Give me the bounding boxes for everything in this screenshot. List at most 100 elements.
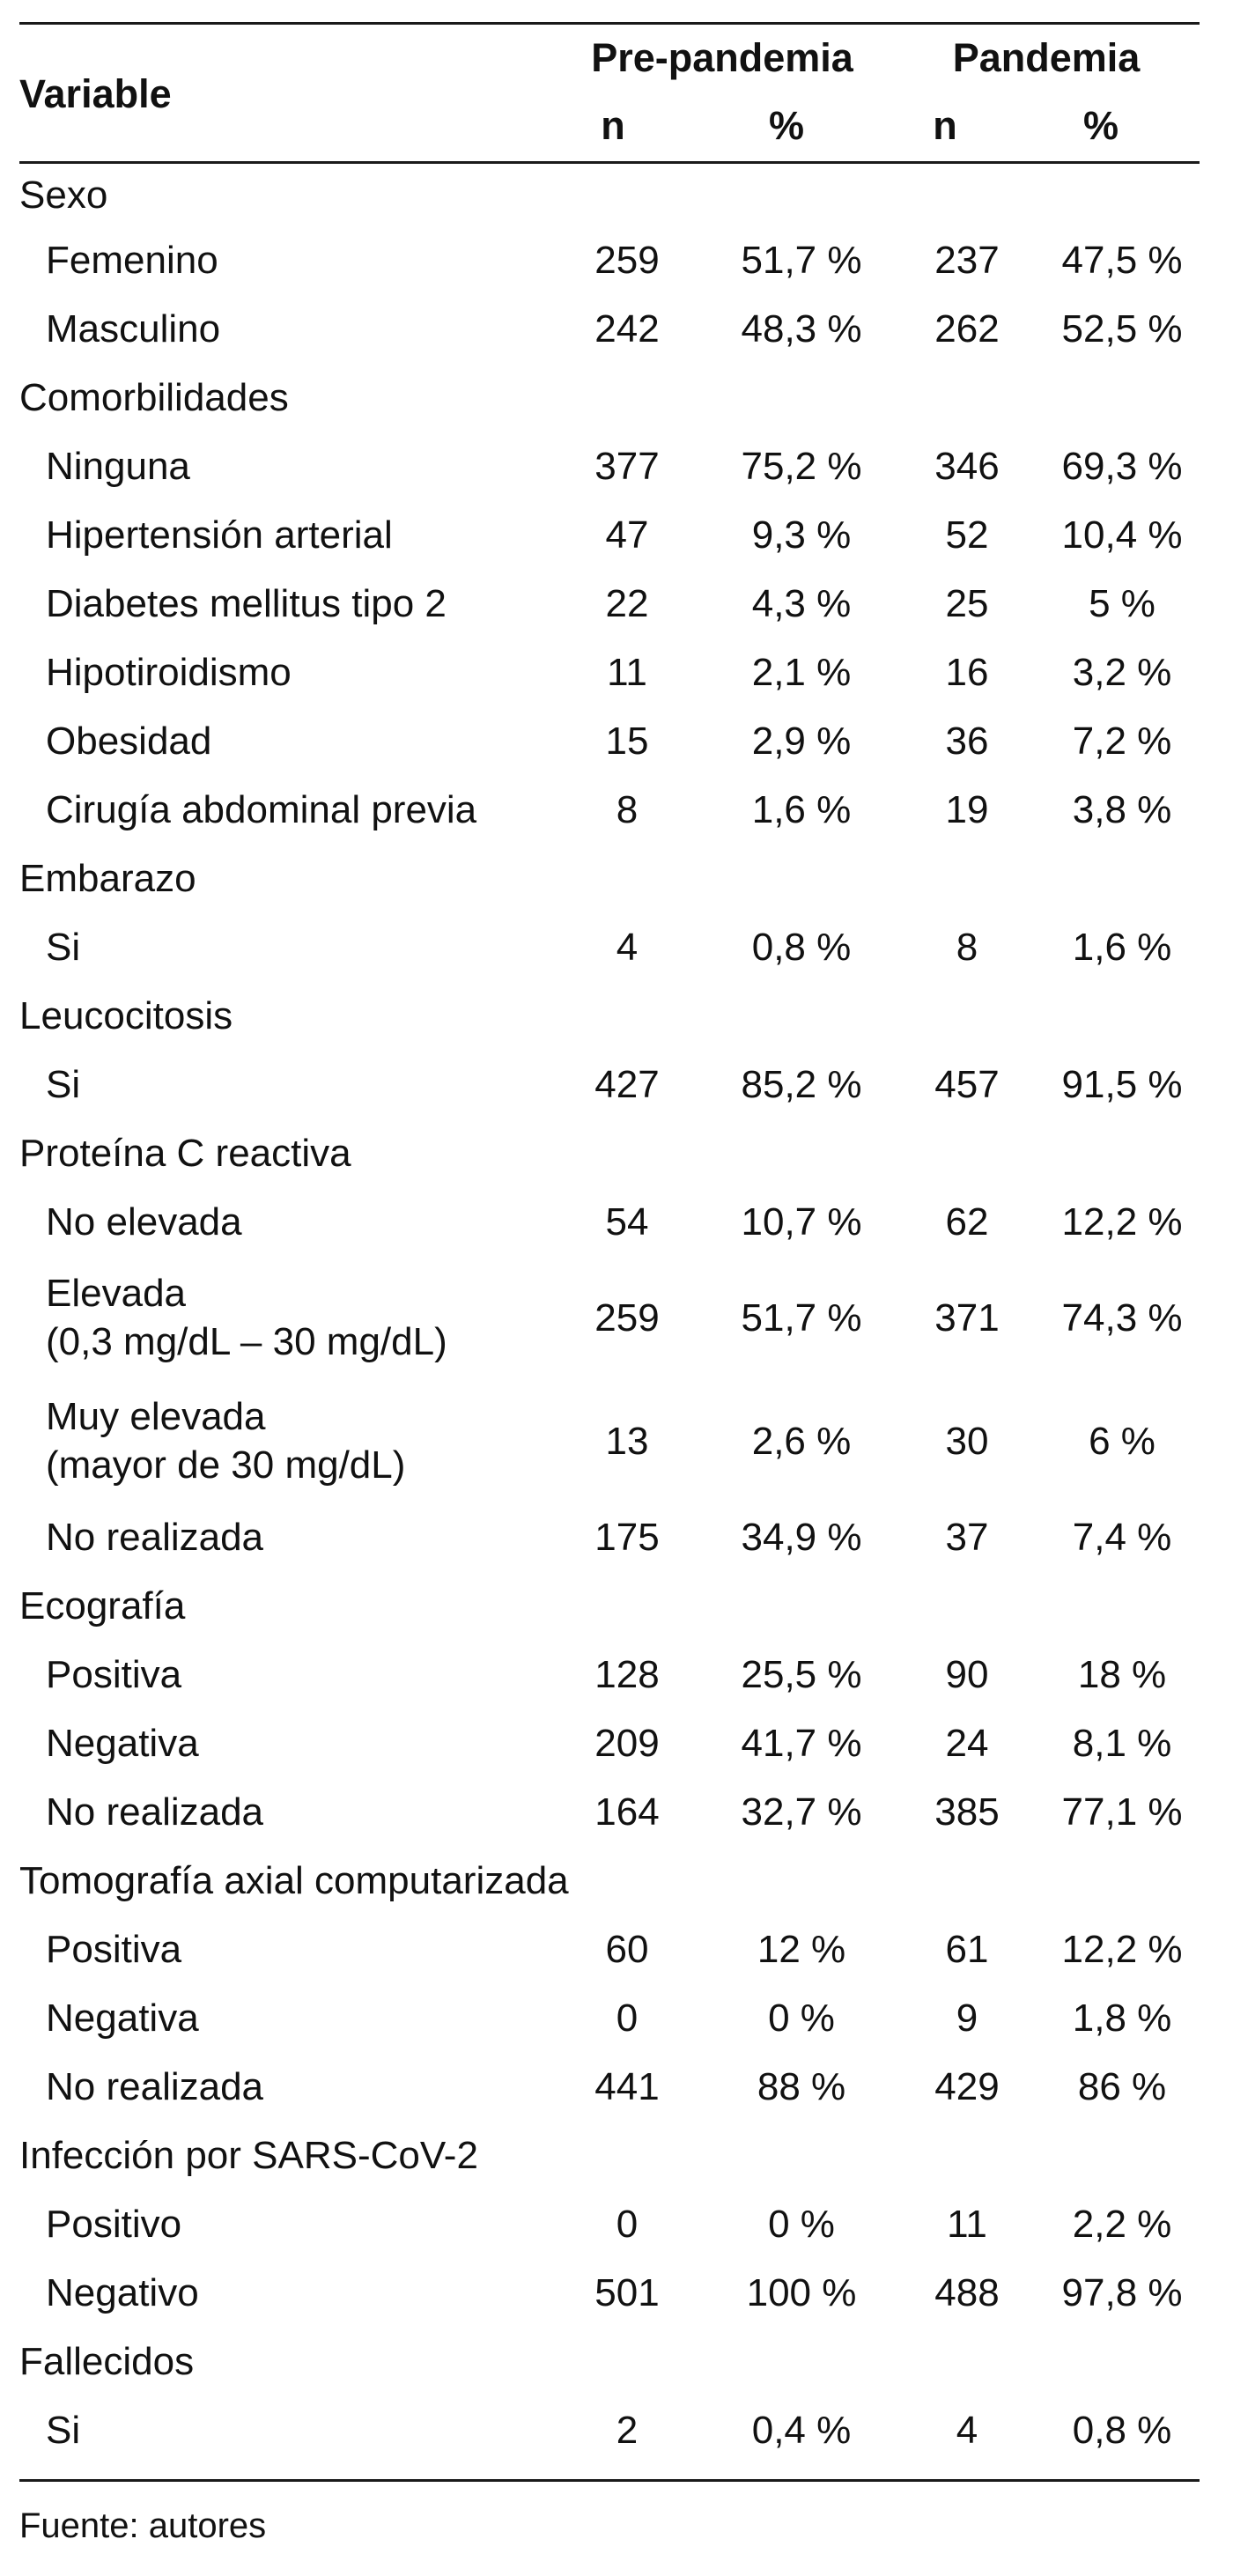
row-label: Positiva <box>46 1652 182 1696</box>
category-row: Fallecidos <box>19 2327 1200 2395</box>
table-row: Hipotiroidismo 11 2,1 % 16 3,2 % <box>19 638 1200 706</box>
table-row: No realizada 164 32,7 % 385 77,1 % <box>19 1777 1200 1846</box>
pan-n-value: 25 <box>945 581 989 625</box>
category-row: Sexo <box>19 164 1200 225</box>
pre-n-value: 209 <box>594 1721 660 1765</box>
row-label: Hipotiroidismo <box>46 650 292 694</box>
table-row: Positiva 60 12 % 61 12,2 % <box>19 1915 1200 1983</box>
table-row: Elevada (0,3 mg/dL – 30 mg/dL) 259 51,7 % 37… <box>19 1256 1200 1379</box>
row-label: Cirugía abdominal previa <box>46 787 477 831</box>
row-label: Obesidad <box>46 719 212 763</box>
category-label: Leucocitosis <box>19 993 233 1037</box>
row-label: No realizada <box>46 2064 264 2108</box>
pan-n-value: 346 <box>934 444 1000 488</box>
table-row: Masculino 242 48,3 % 262 52,5 % <box>19 294 1200 363</box>
source-note: Fuente: autores <box>19 2506 267 2545</box>
pre-percent-value: 32,7 % <box>741 1790 862 1834</box>
pre-percent-value: 9,3 % <box>751 513 852 557</box>
pan-n-value: 61 <box>945 1927 989 1971</box>
pre-n-value: 0 <box>616 2202 639 2246</box>
category-row: Comorbilidades <box>19 363 1200 432</box>
header-pre-percent: % <box>768 103 804 148</box>
table-row: Positivo 0 0 % 11 2,2 % <box>19 2189 1200 2258</box>
bottom-rule <box>19 2479 1200 2482</box>
pan-n-value: 36 <box>945 719 989 763</box>
pre-n-value: 441 <box>594 2064 660 2108</box>
pre-percent-value: 88 % <box>757 2064 846 2108</box>
pre-n-value: 47 <box>605 513 649 557</box>
pan-n-value: 457 <box>934 1062 1000 1106</box>
table-row: Negativa 209 41,7 % 24 8,1 % <box>19 1709 1200 1777</box>
row-label: Muy elevada <box>46 1395 266 1438</box>
row-label: No elevada <box>46 1199 242 1244</box>
pan-percent-value: 1,8 % <box>1072 1996 1172 2040</box>
pan-n-value: 90 <box>945 1652 989 1696</box>
pan-percent-value: 1,6 % <box>1072 925 1172 969</box>
category-label: Fallecidos <box>19 2339 195 2383</box>
top-rule <box>19 22 1200 25</box>
row-label: Femenino <box>46 238 218 282</box>
pan-percent-value: 12,2 % <box>1061 1199 1183 1244</box>
pre-n-value: 259 <box>594 238 660 282</box>
pan-n-value: 262 <box>934 306 1000 351</box>
table-row: Obesidad 15 2,9 % 36 7,2 % <box>19 706 1200 775</box>
pre-n-value: 259 <box>594 1295 660 1340</box>
pan-percent-value: 7,2 % <box>1072 719 1172 763</box>
pre-percent-value: 2,1 % <box>751 650 852 694</box>
pan-n-value: 429 <box>934 2064 1000 2108</box>
category-label: Tomografía axial computarizada <box>19 1858 569 1902</box>
pan-percent-value: 52,5 % <box>1061 306 1183 351</box>
category-row: Ecografía <box>19 1571 1200 1640</box>
pan-percent-value: 10,4 % <box>1061 513 1183 557</box>
pre-n-value: 427 <box>594 1062 660 1106</box>
pre-n-value: 377 <box>594 444 660 488</box>
pan-percent-value: 2,2 % <box>1072 2202 1172 2246</box>
pan-percent-value: 5 % <box>1089 581 1155 625</box>
header-pre-n: n <box>601 103 625 148</box>
results-table: Sexo Femenino 259 51,7 % 237 47,5 % Masculino 2… <box>19 164 1200 2464</box>
category-label: Comorbilidades <box>19 375 289 419</box>
pre-percent-value: 75,2 % <box>741 444 862 488</box>
pre-n-value: 4 <box>616 925 639 969</box>
pre-n-value: 15 <box>605 719 649 763</box>
pre-n-value: 164 <box>594 1790 660 1834</box>
pre-n-value: 175 <box>594 1515 660 1559</box>
pre-percent-value: 4,3 % <box>751 581 852 625</box>
pre-percent-value: 85,2 % <box>741 1062 862 1106</box>
table-row: Positiva 128 25,5 % 90 18 % <box>19 1640 1200 1709</box>
row-label: Ninguna <box>46 444 190 488</box>
category-label: Proteína C reactiva <box>19 1131 351 1175</box>
row-label: Positiva <box>46 1927 182 1971</box>
table-row: Ninguna 377 75,2 % 346 69,3 % <box>19 432 1200 500</box>
pan-n-value: 8 <box>956 925 978 969</box>
pre-n-value: 501 <box>594 2270 660 2314</box>
pre-percent-value: 48,3 % <box>741 306 862 351</box>
row-label: Negativo <box>46 2270 199 2314</box>
table-row: No realizada 175 34,9 % 37 7,4 % <box>19 1502 1200 1571</box>
pan-n-value: 37 <box>945 1515 989 1559</box>
pan-n-value: 16 <box>945 650 989 694</box>
pre-percent-value: 51,7 % <box>741 238 862 282</box>
pre-percent-value: 0 % <box>768 2202 835 2246</box>
pre-n-value: 0 <box>616 1996 639 2040</box>
pan-n-value: 237 <box>934 238 1000 282</box>
pre-percent-value: 2,9 % <box>751 719 852 763</box>
pre-percent-value: 1,6 % <box>751 787 852 831</box>
header-pan-n: n <box>933 103 957 148</box>
row-label: Negativa <box>46 1996 199 2040</box>
pan-n-value: 30 <box>945 1419 989 1463</box>
pan-n-value: 52 <box>945 513 989 557</box>
pre-n-value: 2 <box>616 2408 639 2452</box>
pan-n-value: 62 <box>945 1199 989 1244</box>
pan-percent-value: 47,5 % <box>1061 238 1183 282</box>
pan-n-value: 385 <box>934 1790 1000 1834</box>
pan-n-value: 4 <box>956 2408 978 2452</box>
category-label: Ecografía <box>19 1583 186 1628</box>
row-label: Si <box>46 1062 81 1106</box>
pan-percent-value: 3,8 % <box>1072 787 1172 831</box>
pre-percent-value: 0,8 % <box>751 925 852 969</box>
row-label-detail: (0,3 mg/dL – 30 mg/dL) <box>46 1320 447 1363</box>
pre-n-value: 13 <box>605 1419 649 1463</box>
table-body: Sexo Femenino 259 51,7 % 237 47,5 % Masculino 2… <box>19 164 1200 2464</box>
row-label: Diabetes mellitus tipo 2 <box>46 581 447 625</box>
